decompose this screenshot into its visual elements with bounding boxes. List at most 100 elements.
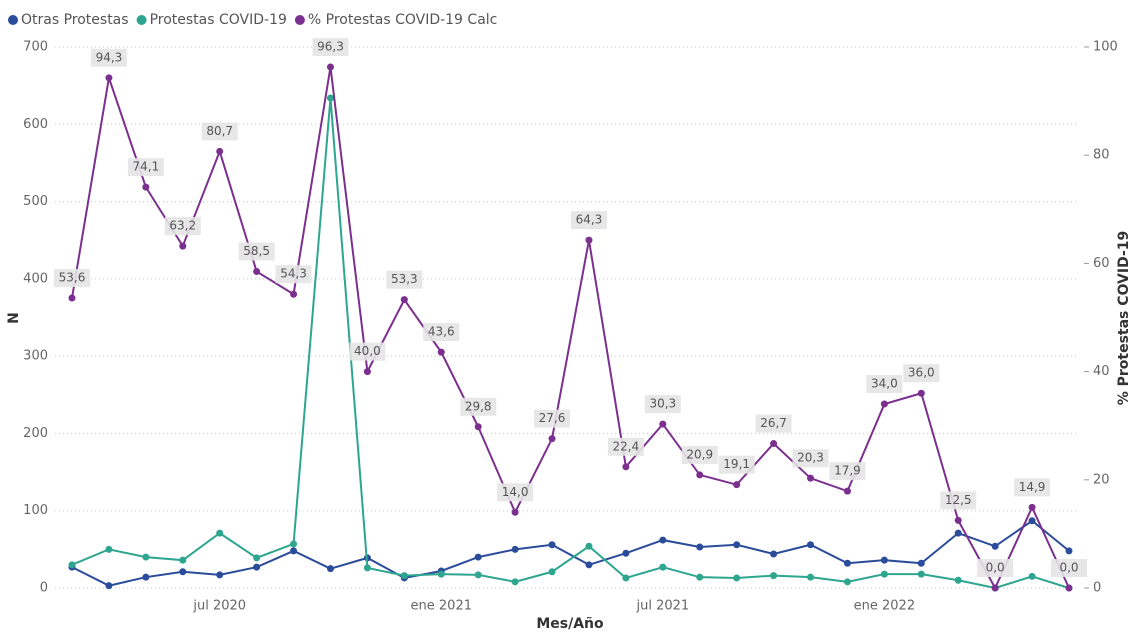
data-point <box>991 584 999 592</box>
data-label-bg <box>386 270 423 289</box>
data-label: 58,5 <box>243 244 270 258</box>
series-line <box>71 97 1070 590</box>
data-point <box>400 296 408 304</box>
data-point <box>253 554 261 562</box>
legend-marker <box>136 15 147 25</box>
data-point <box>326 63 334 71</box>
data-point <box>622 574 630 582</box>
y-tick-label: 500 <box>23 194 48 209</box>
data-label-bg <box>349 342 386 361</box>
data-point <box>585 542 593 550</box>
data-label: 26,7 <box>760 416 787 430</box>
data-point <box>917 389 925 397</box>
y-tick-label: 700 <box>23 40 48 55</box>
data-label: 64,3 <box>576 213 603 227</box>
y-tick-label: 0 <box>40 581 48 596</box>
y2-tick-label: 0 <box>1093 581 1101 596</box>
data-label: 34,0 <box>871 377 898 391</box>
data-label-bg <box>201 122 238 141</box>
data-label-bg <box>570 211 607 230</box>
data-label-bg <box>755 414 792 433</box>
data-point <box>733 481 741 489</box>
y2-tick-label: 80 <box>1093 148 1110 163</box>
data-label-bg <box>1014 478 1051 497</box>
data-label: 19,1 <box>723 457 750 471</box>
data-label-bg <box>164 217 201 236</box>
y2-tick-label: 40 <box>1093 364 1110 379</box>
data-label-bg <box>607 437 644 456</box>
data-label: 43,6 <box>428 325 455 339</box>
data-label: 20,3 <box>797 451 824 465</box>
data-label-bg <box>423 323 460 342</box>
y2-axis-title: % Protestas COVID-19 <box>1116 231 1132 406</box>
y2-tick-label: 100 <box>1093 40 1118 55</box>
data-point <box>474 553 482 561</box>
data-point <box>585 561 593 569</box>
data-point <box>253 563 261 571</box>
y2-tick-label: 20 <box>1093 472 1110 487</box>
data-point <box>1065 584 1073 592</box>
data-label-bg <box>977 559 1014 577</box>
data-point <box>142 183 150 191</box>
data-point <box>696 543 704 551</box>
data-label: 74,1 <box>132 160 159 174</box>
data-label-bg <box>275 265 312 284</box>
data-label: 14,0 <box>502 485 529 499</box>
data-point <box>696 573 704 581</box>
data-label-bg <box>90 48 127 67</box>
data-point <box>326 565 334 573</box>
data-label-bg <box>866 375 903 394</box>
data-point <box>105 582 113 590</box>
data-point <box>548 435 556 443</box>
data-label-bg <box>497 483 534 502</box>
x-axis-title: Mes/Año <box>536 616 604 632</box>
data-label: 96,3 <box>317 40 344 54</box>
data-label: 27,6 <box>539 411 566 425</box>
x-tick-label: jul 2020 <box>192 599 246 614</box>
data-point <box>954 576 962 584</box>
data-point <box>474 571 482 579</box>
series-line <box>71 519 1070 587</box>
x-tick-label: ene 2021 <box>411 599 472 614</box>
data-point <box>880 556 888 564</box>
data-point <box>585 236 593 244</box>
data-point <box>880 400 888 408</box>
data-point <box>68 294 76 302</box>
data-point <box>659 563 667 571</box>
data-point <box>1028 517 1036 525</box>
data-point <box>770 440 778 448</box>
data-label: 30,3 <box>649 397 676 411</box>
data-point <box>548 541 556 549</box>
data-point <box>1028 572 1036 580</box>
data-label: 17,9 <box>834 464 861 478</box>
data-point <box>807 474 815 482</box>
data-point <box>733 541 741 549</box>
y-tick-label: 400 <box>23 271 48 286</box>
data-label: 0,0 <box>986 561 1005 575</box>
data-point <box>548 568 556 576</box>
data-label: 53,3 <box>391 272 418 286</box>
data-point <box>290 290 298 298</box>
data-point <box>991 542 999 550</box>
data-point <box>179 242 187 250</box>
data-point <box>437 570 445 578</box>
data-point <box>954 516 962 524</box>
data-label: 14,9 <box>1019 480 1046 494</box>
legend-label: % Protestas COVID-19 Calc <box>308 12 497 28</box>
data-point <box>696 471 704 479</box>
data-point <box>290 547 298 555</box>
series-line <box>71 66 1070 591</box>
data-point <box>807 573 815 581</box>
data-point <box>770 572 778 580</box>
data-point <box>105 74 113 82</box>
legend-marker <box>294 15 305 25</box>
data-point <box>843 487 851 495</box>
data-label: 22,4 <box>613 439 640 453</box>
data-label-bg <box>534 409 571 428</box>
data-point <box>363 368 371 376</box>
data-point <box>954 529 962 537</box>
data-label: 0,0 <box>1059 561 1078 575</box>
data-point <box>843 559 851 567</box>
data-point <box>216 529 224 537</box>
